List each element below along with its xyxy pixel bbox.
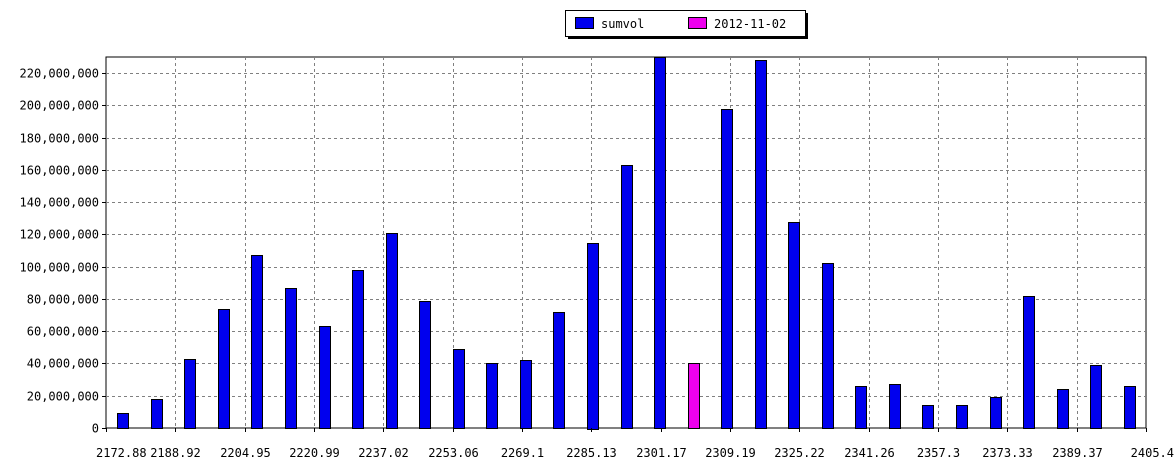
x-tick-label: 2269.1 xyxy=(501,446,544,460)
x-tick-label: 2325.22 xyxy=(774,446,825,460)
bar xyxy=(218,309,230,429)
x-tick-label: 2188.92 xyxy=(150,446,201,460)
bar xyxy=(117,413,129,429)
bar xyxy=(788,222,800,429)
x-tick-label: 2309.19 xyxy=(705,446,756,460)
bar xyxy=(520,360,532,429)
x-tick-label: 2285.13 xyxy=(566,446,617,460)
y-tick-label: 40,000,000 xyxy=(27,357,99,371)
x-tick-label: 2253.06 xyxy=(428,446,479,460)
bar xyxy=(1090,365,1102,429)
bar xyxy=(956,405,968,429)
y-tick-label: 100,000,000 xyxy=(20,261,99,275)
y-tick-label: 180,000,000 xyxy=(20,132,99,146)
x-tick-label: 2237.02 xyxy=(358,446,409,460)
y-tick-label: 140,000,000 xyxy=(20,196,99,210)
bar xyxy=(822,263,834,429)
x-tick-label: 2172.88 xyxy=(96,446,147,460)
bar xyxy=(587,243,599,430)
legend-label: sumvol xyxy=(601,17,644,31)
y-tick-label: 0 xyxy=(92,422,99,436)
bar xyxy=(721,109,733,429)
bar xyxy=(151,399,163,429)
y-tick-label: 160,000,000 xyxy=(20,164,99,178)
bar xyxy=(319,326,331,429)
x-tick-label: 2405.4 xyxy=(1131,446,1174,460)
legend: sumvol 2012-11-02 xyxy=(565,10,808,39)
legend-swatch xyxy=(575,17,594,29)
bars xyxy=(117,57,1136,430)
bar xyxy=(855,386,867,429)
bar xyxy=(1057,389,1069,429)
bar xyxy=(688,363,700,429)
x-tick-label: 2220.99 xyxy=(289,446,340,460)
y-tick-label: 120,000,000 xyxy=(20,228,99,242)
bar xyxy=(1023,296,1035,429)
bar xyxy=(285,288,297,429)
bar xyxy=(621,165,633,429)
y-tick-label: 60,000,000 xyxy=(27,325,99,339)
bar xyxy=(419,301,431,429)
bar xyxy=(922,405,934,429)
y-tick-label: 20,000,000 xyxy=(27,390,99,404)
x-tick-label: 2204.95 xyxy=(220,446,271,460)
x-tick-label: 2373.33 xyxy=(982,446,1033,460)
bar xyxy=(1124,386,1136,429)
bar xyxy=(184,359,196,429)
bar xyxy=(251,255,263,429)
axes: 0 20,000,000 40,000,000 60,000,000 80,000,00… xyxy=(20,67,1174,461)
bar xyxy=(486,363,498,429)
bar xyxy=(755,60,767,429)
x-tick-label: 2389.37 xyxy=(1052,446,1103,460)
legend-swatch xyxy=(688,17,707,29)
y-tick-label: 220,000,000 xyxy=(20,67,99,81)
legend-box xyxy=(565,10,806,37)
bar xyxy=(990,397,1002,429)
x-tick-label: 2301.17 xyxy=(636,446,687,460)
x-tick-label: 2341.26 xyxy=(844,446,895,460)
legend-label: 2012-11-02 xyxy=(714,17,786,31)
bar xyxy=(453,349,465,429)
bar xyxy=(889,384,901,429)
bar xyxy=(386,233,398,429)
bar xyxy=(553,312,565,429)
bar xyxy=(654,57,666,429)
y-tick-label: 80,000,000 xyxy=(27,293,99,307)
bar xyxy=(352,270,364,429)
y-tick-label: 200,000,000 xyxy=(20,99,99,113)
x-tick-label: 2357.3 xyxy=(917,446,960,460)
